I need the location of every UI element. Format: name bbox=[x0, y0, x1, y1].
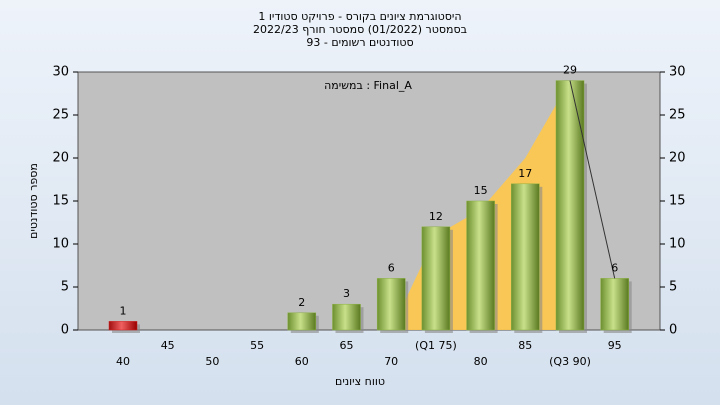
title-line: סטודנטים רשומים - 93 bbox=[306, 36, 413, 49]
y-tick-label: 20 bbox=[52, 151, 69, 166]
bar bbox=[466, 200, 495, 331]
bar bbox=[287, 312, 317, 331]
x-axis-label: טווח ציונים bbox=[335, 375, 385, 388]
value-label: 1 bbox=[120, 304, 127, 317]
line bbox=[569, 80, 616, 279]
bar bbox=[600, 278, 629, 331]
y2-tick-label: 20 bbox=[669, 151, 686, 166]
value-label: 12 bbox=[429, 210, 443, 223]
y2-tick-label: 25 bbox=[669, 108, 686, 123]
bar bbox=[108, 321, 138, 331]
value-label: 6 bbox=[388, 261, 395, 274]
y-tick-label: 30 bbox=[52, 65, 69, 80]
title-line: היסטוגרמת ציונים בקורס - פרויקט סטודיו 1 bbox=[258, 10, 461, 23]
y2-tick-label: 30 bbox=[669, 65, 686, 80]
value-label: 29 bbox=[563, 64, 577, 77]
value-label: 17 bbox=[518, 167, 532, 180]
value-label: 3 bbox=[343, 287, 350, 300]
annotation: במשימה : Final_A bbox=[324, 79, 412, 92]
title-line: בסמסטר (01/2022) סמסטר חורף 2022/23 bbox=[253, 23, 467, 36]
x-tick-label: 95 bbox=[608, 339, 622, 352]
value-label: 15 bbox=[474, 184, 488, 197]
x-tick-label: 40 bbox=[116, 355, 130, 368]
x-tick-label: (Q1 75) bbox=[415, 339, 457, 352]
x-tick-label: 50 bbox=[205, 355, 219, 368]
x-tick-label: (Q3 90) bbox=[549, 355, 591, 368]
y2-tick-label: 0 bbox=[669, 323, 677, 338]
x-tick-label: 45 bbox=[161, 339, 175, 352]
bar bbox=[332, 303, 361, 331]
value-label: 6 bbox=[611, 261, 618, 274]
value-label: 2 bbox=[298, 296, 305, 309]
y-tick-label: 25 bbox=[52, 108, 69, 123]
x-tick-label: 65 bbox=[340, 339, 354, 352]
bar bbox=[376, 278, 406, 331]
y-tick-label: 5 bbox=[61, 280, 69, 295]
bar bbox=[421, 226, 451, 331]
y-tick-label: 15 bbox=[52, 194, 69, 209]
x-tick-label: 85 bbox=[518, 339, 532, 352]
y-tick-label: 10 bbox=[52, 237, 69, 252]
y2-tick-label: 5 bbox=[669, 280, 677, 295]
x-tick-label: 60 bbox=[295, 355, 309, 368]
x-tick-label: 70 bbox=[384, 355, 398, 368]
y-axis-label: מספר סטודנטים bbox=[27, 163, 40, 239]
x-tick-label: 80 bbox=[474, 355, 488, 368]
x-tick-label: 55 bbox=[250, 339, 264, 352]
bar bbox=[511, 183, 540, 331]
y-tick-label: 0 bbox=[61, 323, 69, 338]
bar bbox=[555, 80, 585, 331]
y2-tick-label: 15 bbox=[669, 194, 686, 209]
y2-tick-label: 10 bbox=[669, 237, 686, 252]
